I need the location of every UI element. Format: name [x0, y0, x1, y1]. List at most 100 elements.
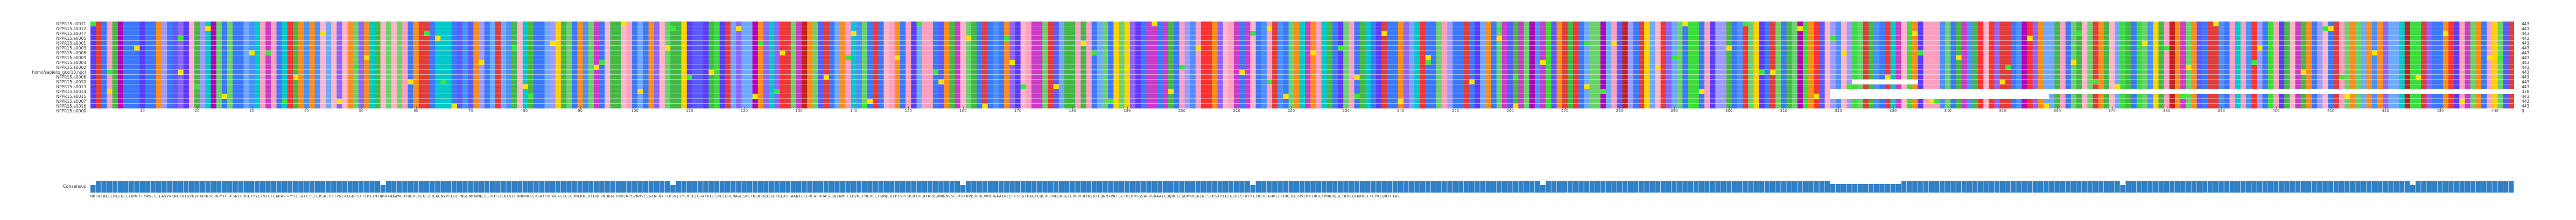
residue-cell: [1797, 70, 1803, 75]
residue-cell: [2290, 60, 2296, 65]
residue-cell: [593, 65, 600, 70]
residue-cell: [178, 75, 184, 80]
residue-cell: [867, 31, 873, 36]
sequence-name[interactable]: NPPR15.a0005: [56, 36, 86, 41]
sequence-name[interactable]: NPPR15.a0007: [56, 99, 86, 104]
residue-cell: [539, 22, 545, 26]
residue-cell: [2350, 41, 2356, 46]
residue-cell: [1387, 60, 1393, 65]
residue-cell: [686, 60, 693, 65]
residue-cell: [1430, 31, 1437, 36]
sequence-name[interactable]: NPPR15.a0014: [56, 89, 86, 94]
residue-cell: [2295, 46, 2301, 51]
residue-cell: [544, 51, 551, 55]
residue-cell: [156, 31, 162, 36]
residue-cell: [1349, 22, 1354, 26]
residue-cell: [703, 31, 709, 36]
residue-cell: [1770, 36, 1776, 41]
residue-cell: [172, 60, 178, 65]
residue-cell: [2487, 55, 2493, 60]
residue-cell: [1994, 55, 2001, 60]
residue-cell: [2038, 60, 2044, 65]
residue-cell: [1835, 22, 1842, 26]
residue-cell: [1764, 41, 1771, 46]
residue-cell: [1212, 55, 1218, 60]
sequence-name[interactable]: NPPR15.a0013: [56, 84, 86, 89]
residue-cell: [2475, 36, 2482, 41]
sequence-name[interactable]: NPPR15.a0006: [56, 75, 86, 80]
residue-cell: [1015, 70, 1021, 75]
residue-cell: [188, 75, 195, 80]
residue-cell: [265, 70, 271, 75]
residue-cell: [408, 60, 413, 65]
residue-cell: [1999, 70, 2006, 75]
residue-cell: [200, 60, 206, 65]
residue-cell: [1786, 65, 1792, 70]
sequence-name[interactable]: NPPR15.a0000: [56, 109, 86, 113]
residue-cell: [1863, 22, 1869, 26]
residue-cell: [1266, 65, 1273, 70]
residue-cell: [2229, 22, 2236, 26]
residue-cell: [1310, 70, 1316, 75]
residue-cell: [599, 22, 605, 26]
residue-cell: [757, 51, 764, 55]
residue-cell: [1119, 26, 1125, 31]
sequence-name[interactable]: NPPR15.a0004: [56, 60, 86, 65]
residue-cell: [544, 31, 551, 36]
sequence-name[interactable]: NPPR15.a0002: [56, 65, 86, 70]
sequence-name[interactable]: NPPR15.a0011: [56, 22, 86, 26]
residue-cell: [993, 70, 999, 75]
residue-cell: [686, 22, 693, 26]
residue-cell: [380, 41, 387, 46]
sequence-name[interactable]: NPPR15.a0010: [56, 80, 86, 84]
sequence-name[interactable]: homo/sapiens_gcc(18,hgc): [32, 70, 86, 75]
residue-cell: [785, 22, 791, 26]
sequence-name[interactable]: NPPR15.a0008: [56, 51, 86, 55]
residue-cell: [134, 60, 140, 65]
residue-cell: [1622, 36, 1629, 41]
sequence-name[interactable]: NPPR15.a0015: [56, 94, 86, 99]
residue-cell: [364, 65, 370, 70]
sequence-name[interactable]: NPPR15.a0009: [56, 55, 86, 60]
residue-cell: [878, 31, 884, 36]
residue-cell: [298, 55, 304, 60]
residue-cell: [1048, 31, 1054, 36]
residue-cell: [1939, 55, 1946, 60]
residue-cell: [1332, 46, 1338, 51]
residue-cell: [780, 55, 786, 60]
residue-cell: [2344, 36, 2350, 41]
residue-cell: [1868, 51, 1875, 55]
residue-cell: [2196, 65, 2203, 70]
residue-cell: [1540, 46, 1546, 51]
residue-cell: [134, 46, 140, 51]
residue-cell: [479, 60, 485, 65]
sequence-name[interactable]: NPPR15.a0016: [56, 104, 86, 109]
residue-cell: [1272, 51, 1278, 55]
residue-cell: [276, 26, 283, 31]
sequence-name[interactable]: NPPR15.a0003: [56, 46, 86, 51]
residue-cell: [1786, 60, 1792, 65]
residue-cell: [342, 60, 348, 65]
residue-cell: [2219, 26, 2224, 31]
residue-cell: [2011, 31, 2017, 36]
residue-cell: [2437, 60, 2444, 65]
residue-cell: [385, 36, 392, 41]
residue-cell: [265, 75, 271, 80]
residue-cell: [2432, 36, 2438, 41]
residue-cell: [468, 22, 474, 26]
residue-cell: [780, 36, 786, 41]
sequence-name[interactable]: NPPR15.a0001: [56, 41, 86, 46]
residue-cell: [2016, 46, 2022, 51]
sequence-name[interactable]: NPPR15.a0012: [56, 26, 86, 31]
residue-cell: [1660, 46, 1667, 51]
residue-cell: [1802, 65, 1809, 70]
residue-cell: [949, 41, 956, 46]
residue-cell: [358, 36, 364, 41]
sequence-name[interactable]: NPPR15.a0077: [56, 31, 86, 36]
residue-cell: [2355, 31, 2361, 36]
residue-cell: [1967, 31, 1973, 36]
residue-cell: [1912, 22, 1918, 26]
residue-cell: [139, 70, 146, 75]
residue-cell: [1918, 46, 1924, 51]
residue-cell: [626, 55, 633, 60]
